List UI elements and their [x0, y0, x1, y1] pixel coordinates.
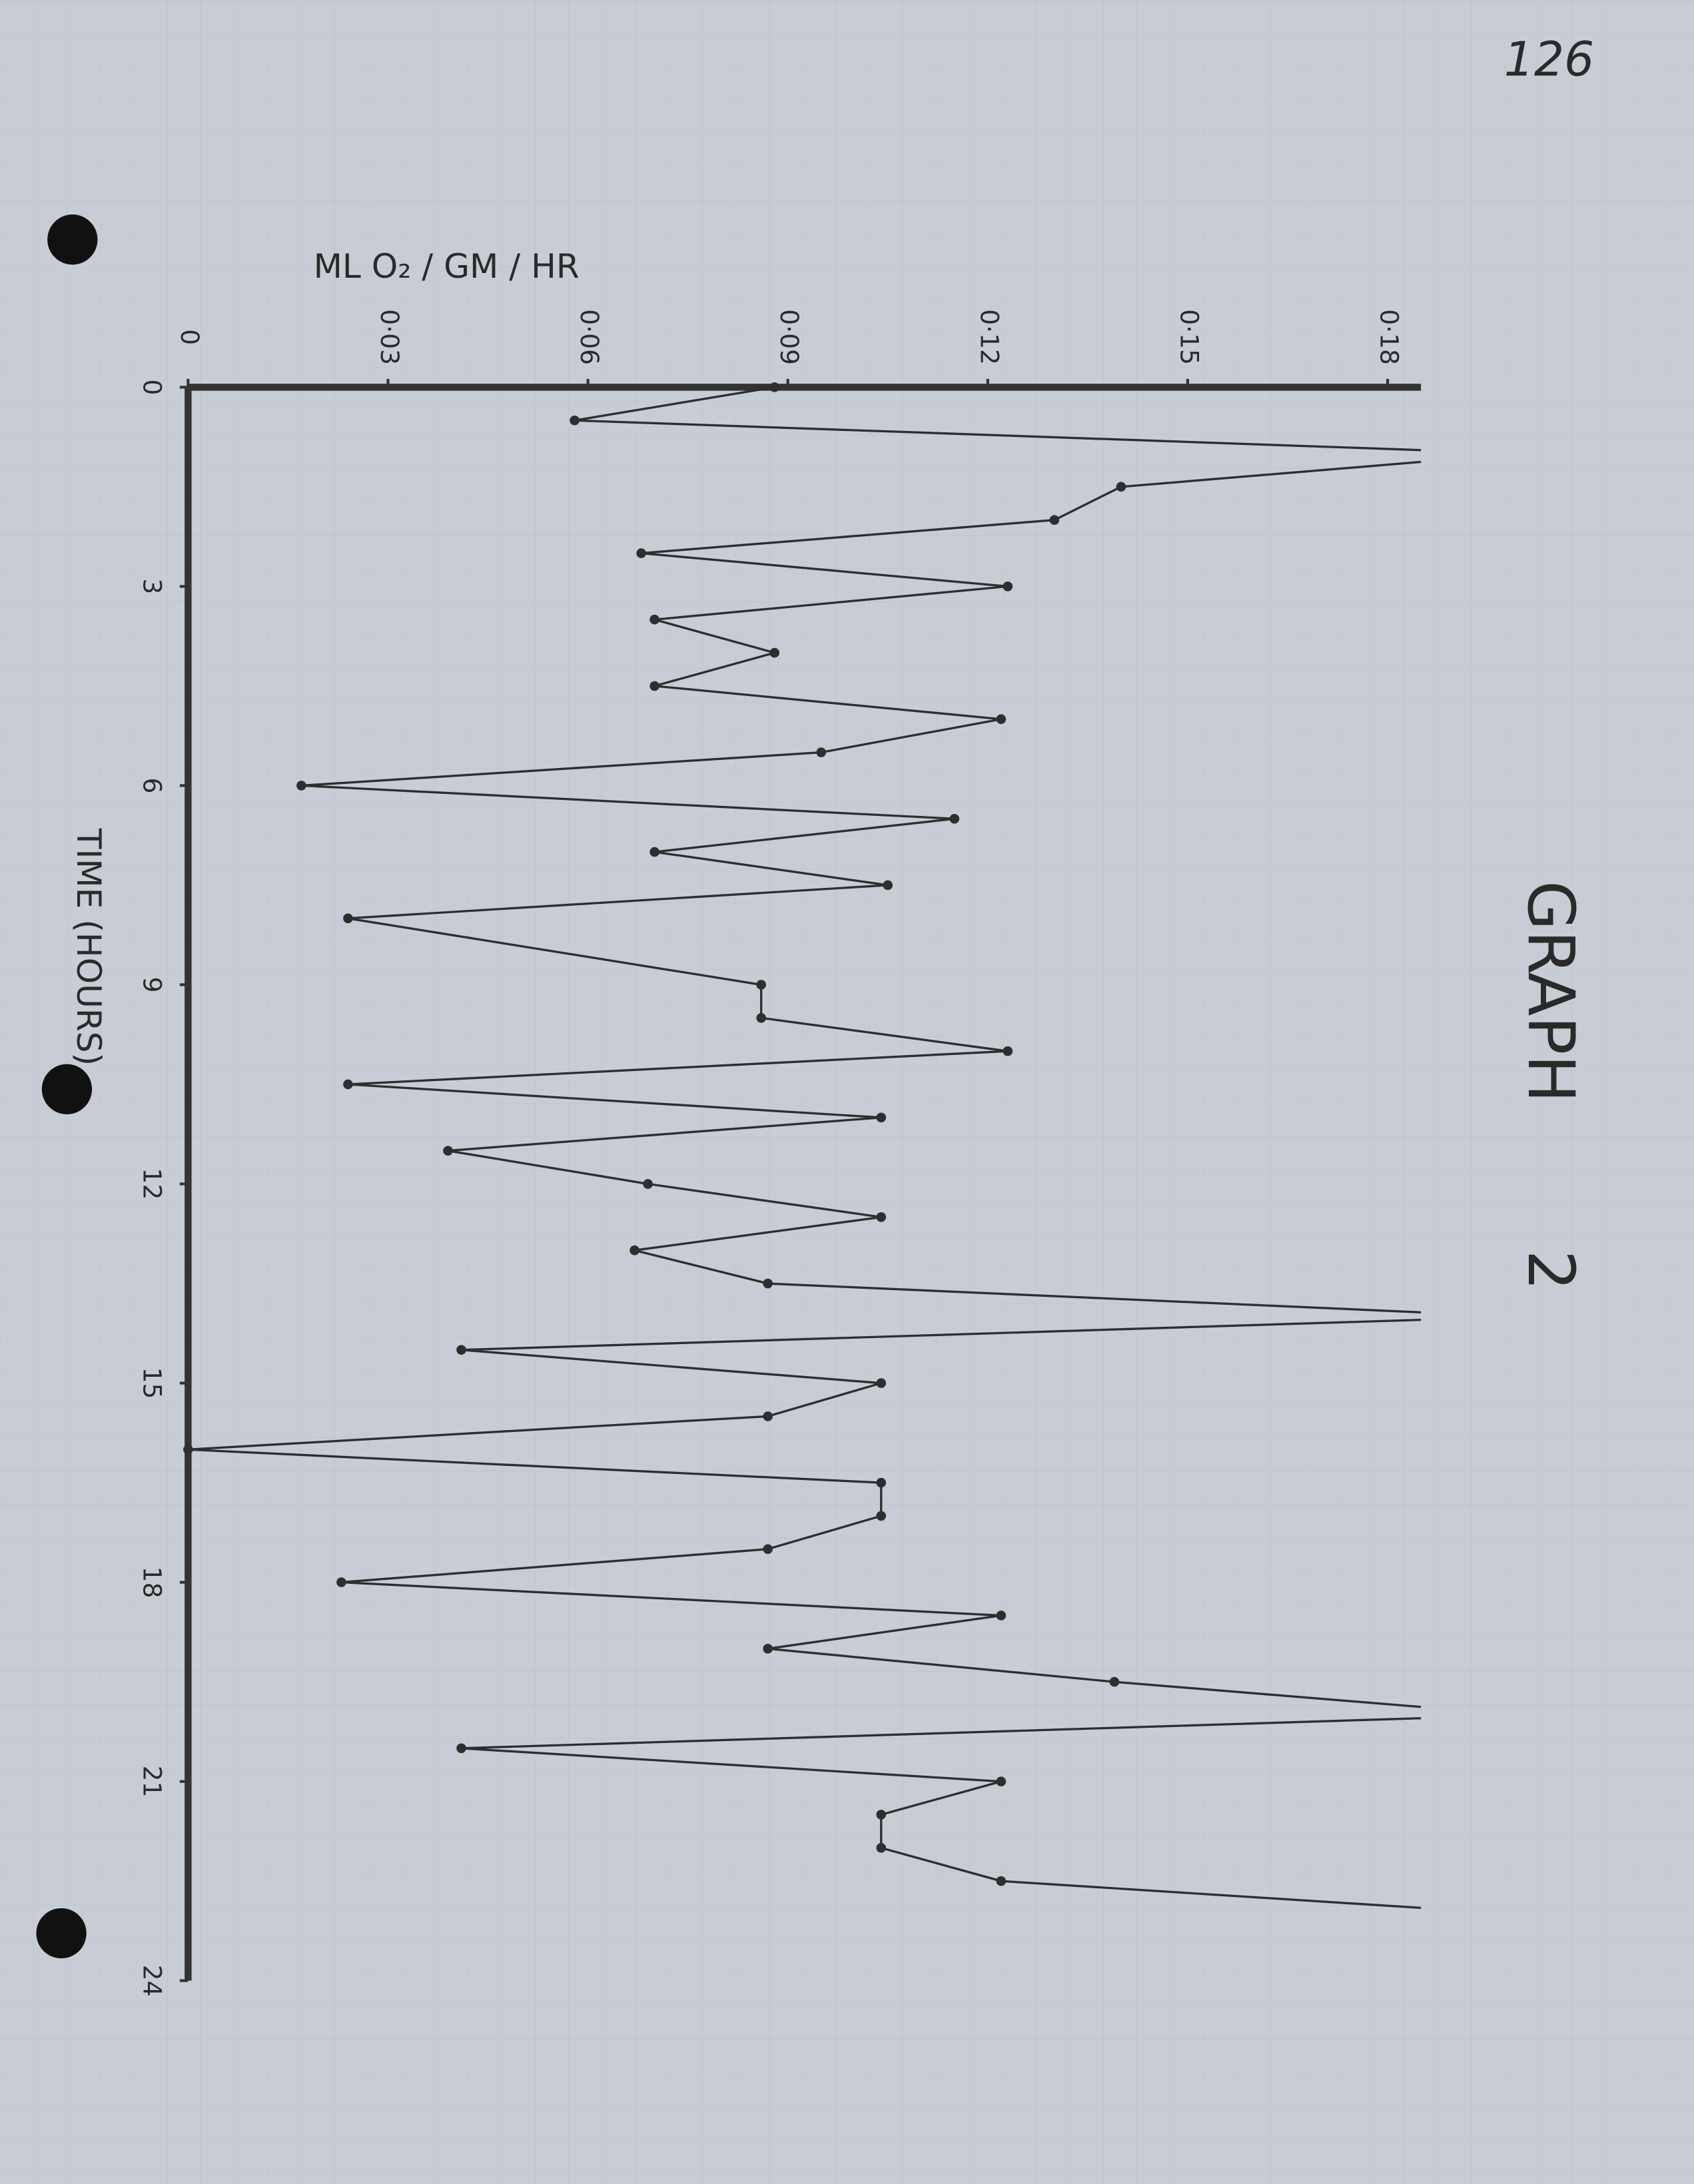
data-point [649, 614, 659, 625]
data-point [876, 1212, 887, 1222]
plot-area [183, 382, 1422, 1910]
data-point [996, 714, 1007, 725]
data-point [769, 647, 780, 658]
y-axis-label: ML O₂ / GM / HR [314, 246, 580, 286]
data-point [649, 681, 659, 691]
data-point [996, 1876, 1007, 1886]
data-point [343, 913, 353, 924]
x-tick-label: 18 [137, 1567, 167, 1599]
data-point [763, 1411, 773, 1421]
y-tick-label: 0·12 [975, 309, 1004, 365]
data-point [763, 1278, 773, 1289]
data-point [949, 813, 960, 824]
x-tick-label: 15 [137, 1367, 167, 1399]
data-point [343, 1079, 353, 1090]
data-point [883, 880, 893, 891]
data-point [443, 1146, 453, 1156]
y-tick-label: 0·18 [1375, 309, 1404, 365]
data-point [756, 1012, 767, 1023]
data-point [183, 1444, 193, 1455]
data-point [876, 1511, 887, 1521]
y-tick-label: 0·15 [1174, 309, 1204, 365]
data-point [643, 1179, 653, 1189]
data-point [1116, 482, 1126, 492]
data-point [876, 1810, 887, 1820]
data-point [876, 1477, 887, 1488]
y-tick-label: 0·09 [775, 309, 804, 365]
data-point [1003, 1046, 1013, 1056]
x-tick-label: 3 [137, 578, 167, 594]
x-tick-label: 12 [137, 1168, 167, 1200]
x-tick-label: 24 [137, 1965, 167, 1997]
data-point [1003, 581, 1013, 591]
x-axis-label: TIME (HOURS) [69, 828, 109, 1066]
x-tick-label: 21 [137, 1766, 167, 1798]
x-tick-label: 9 [137, 977, 167, 993]
data-point [296, 781, 306, 791]
data-point [570, 415, 580, 426]
data-point [630, 1245, 639, 1256]
chart-title: GRAPH [1513, 881, 1588, 1103]
y-tick-label: 0·06 [575, 309, 604, 365]
data-point [763, 1544, 773, 1555]
chart-title-number: 2 [1513, 1250, 1588, 1291]
data-point [876, 1843, 887, 1853]
data-point [1049, 515, 1060, 526]
data-point [336, 1577, 346, 1587]
data-line [188, 386, 1422, 1910]
data-point [996, 1611, 1007, 1621]
punch-hole [41, 1064, 93, 1114]
data-point [876, 1112, 887, 1123]
data-point [636, 548, 646, 558]
data-point [756, 980, 767, 990]
data-point [763, 1643, 773, 1654]
y-tick-label: 0·03 [375, 309, 404, 365]
x-tick-label: 0 [137, 379, 167, 395]
data-point [816, 747, 827, 757]
data-point [876, 1378, 887, 1388]
punch-hole [47, 214, 98, 265]
data-point [649, 847, 659, 857]
x-tick-label: 6 [137, 777, 167, 793]
page-number: 126 [1504, 32, 1595, 87]
data-point [996, 1776, 1007, 1786]
data-point [456, 1743, 466, 1754]
data-point [769, 382, 780, 392]
y-tick-label: 0 [175, 329, 205, 345]
punch-hole [36, 1908, 87, 1959]
data-point [456, 1345, 466, 1355]
data-point [1109, 1676, 1120, 1687]
